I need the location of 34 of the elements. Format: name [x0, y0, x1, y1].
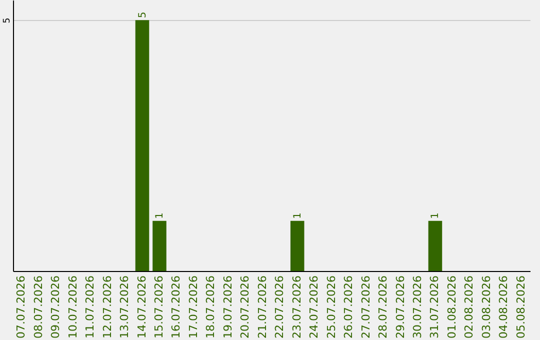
x-tick-label: 08.07.2026 [32, 276, 45, 338]
x-tick-label: 28.07.2026 [376, 276, 390, 338]
x-tick-label: 25.07.2026 [324, 276, 338, 338]
x-tick-label: 07.07.2026 [14, 276, 28, 338]
data-label: 1 [430, 212, 442, 219]
x-tick-label: 05.08.2026 [514, 276, 528, 338]
data-label: 1 [154, 212, 166, 219]
x-tick-label: 18.07.2026 [204, 276, 218, 338]
x-tick-label: 17.07.2026 [186, 276, 200, 338]
data-label: 1 [292, 212, 304, 219]
x-tick-label: 31.07.2026 [428, 276, 442, 338]
x-tick-label: 10.07.2026 [66, 276, 80, 338]
x-tick-label: 12.07.2026 [100, 276, 114, 338]
x-tick-label: 09.07.2026 [49, 276, 62, 338]
x-tick-label: 24.07.2026 [308, 276, 321, 338]
x-tick-label: 29.07.2026 [394, 276, 407, 338]
x-tick-label: 27.07.2026 [359, 276, 372, 338]
x-tick-label: 26.07.2026 [342, 276, 356, 338]
x-tick-label: 01.08.2026 [445, 276, 458, 338]
x-tick-label: 04.08.2026 [497, 276, 510, 338]
x-tick-label: 15.07.2026 [152, 276, 166, 338]
x-tick-label: 21.07.2026 [256, 276, 269, 338]
x-tick-label: 02.08.2026 [462, 276, 476, 338]
data-label: 5 [137, 12, 148, 18]
x-tick-label: 13.07.2026 [118, 276, 132, 338]
x-tick-label: 19.07.2026 [221, 276, 234, 338]
x-tick-label: 03.08.2026 [480, 276, 493, 338]
x-tick-label: 30.07.2026 [410, 276, 424, 338]
x-tick-label: 11.07.2026 [84, 276, 97, 338]
x-tick-label: 20.07.2026 [238, 276, 252, 338]
x-tick-label: 23.07.2026 [290, 276, 304, 338]
x-tick-label: 16.07.2026 [170, 276, 183, 338]
x-tick-label: 14.07.2026 [135, 276, 148, 338]
x-tick-label: 22.07.2026 [273, 276, 286, 338]
